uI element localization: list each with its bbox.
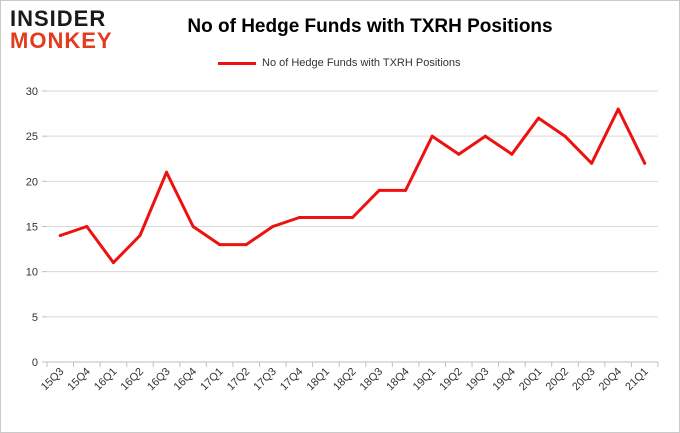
x-tick-label: 20Q4 [597,366,625,394]
chart-title: No of Hedge Funds with TXRH Positions [187,16,553,37]
data-point [58,234,62,238]
y-tick-label: 0 [32,357,38,369]
x-tick-label: 20Q1 [517,366,545,394]
data-point [536,116,540,120]
data-point [457,152,461,156]
data-point [138,234,142,238]
data-point [377,188,381,192]
data-point [483,134,487,138]
x-tick-label: 19Q3 [464,366,492,394]
x-tick-label: 16Q1 [92,366,120,394]
legend-label: No of Hedge Funds with TXRH Positions [262,57,461,69]
data-point [643,161,647,165]
data-point [324,215,328,219]
data-point [563,134,567,138]
insider-monkey-logo: INSIDER MONKEY [10,8,128,52]
data-point [111,261,115,265]
data-point [165,170,169,174]
legend-line-swatch [218,61,256,65]
logo-text-monkey: MONKEY [10,28,113,53]
y-tick-label: 30 [26,86,38,98]
x-tick-label: 19Q4 [490,366,518,394]
x-tick-label: 17Q1 [198,366,226,394]
x-tick-label: 20Q2 [544,366,572,394]
data-point [351,215,354,219]
x-tick-label: 18Q2 [331,366,359,394]
legend: No of Hedge Funds with TXRH Positions [218,57,461,69]
data-point [590,161,594,165]
x-tick-label: 18Q1 [305,366,333,394]
y-tick-label: 5 [32,312,38,324]
data-point [85,225,89,228]
data-point [271,225,275,228]
data-point [218,243,222,247]
data-point [297,215,301,219]
series-line-0 [58,107,647,265]
x-tick-label: 16Q3 [145,366,173,394]
logo-text-insider: INSIDER [10,6,107,31]
data-point [244,243,248,247]
data-point [510,152,514,156]
y-tick-label: 15 [26,222,38,234]
x-tick-label: 17Q3 [251,366,279,394]
x-tick-label: 17Q2 [225,366,253,394]
data-point [191,225,195,228]
x-tick-label: 18Q3 [358,366,386,394]
x-tick-label: 17Q4 [278,366,306,394]
y-tick-label: 20 [26,176,38,188]
x-tick-label: 19Q1 [411,366,439,394]
x-tick-label: 16Q4 [172,366,200,394]
x-tick-label: 15Q4 [65,366,93,394]
x-tick-label: 20Q3 [570,366,598,394]
x-tick-label: 16Q2 [119,366,147,394]
y-tick-label: 10 [26,267,38,279]
data-point [404,188,408,192]
data-point [616,107,620,111]
data-point [430,134,434,138]
x-tick-label: 18Q4 [384,366,412,394]
x-tick-label: 15Q3 [39,366,67,394]
x-tick-label: 19Q2 [437,366,465,394]
y-tick-label: 25 [26,131,38,143]
x-tick-label: 21Q1 [623,366,651,394]
